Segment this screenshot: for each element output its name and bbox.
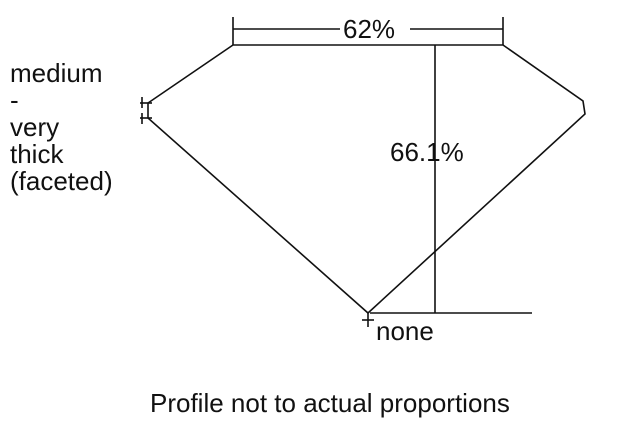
caption: Profile not to actual proportions <box>150 388 510 418</box>
gem-outline <box>147 44 586 315</box>
girdle-label-line: medium <box>10 58 103 88</box>
girdle-thickness-label: medium - very thick (faceted) <box>10 60 113 195</box>
girdle-label-line: (faceted) <box>10 166 113 196</box>
table-percentage-label: 62% <box>343 14 396 44</box>
culet-label: none <box>376 316 434 346</box>
girdle-label-line: - <box>10 85 19 115</box>
girdle-label-line: thick <box>10 139 64 169</box>
girdle-label-line: very <box>10 112 60 142</box>
depth-percentage-label: 66.1% <box>390 137 464 167</box>
